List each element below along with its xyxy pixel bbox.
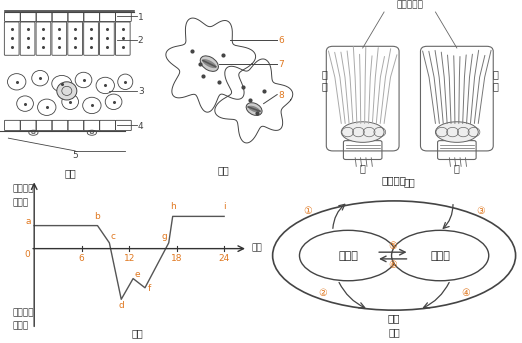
- Text: 4: 4: [138, 122, 144, 131]
- Text: 24: 24: [219, 254, 230, 263]
- Text: 释放量: 释放量: [12, 198, 28, 207]
- Ellipse shape: [246, 103, 262, 116]
- Ellipse shape: [248, 106, 260, 113]
- Text: 6: 6: [79, 254, 85, 263]
- Text: 透明塑料袋: 透明塑料袋: [396, 0, 423, 9]
- Ellipse shape: [300, 230, 397, 281]
- Text: 1: 1: [138, 13, 144, 22]
- Text: 7: 7: [279, 60, 284, 69]
- Text: 蒜: 蒜: [492, 69, 499, 79]
- Text: 二氧化碳: 二氧化碳: [12, 184, 33, 193]
- Text: 二氧化碳: 二氧化碳: [382, 175, 407, 185]
- Text: 二氧化碳: 二氧化碳: [12, 308, 33, 317]
- Text: 氧气: 氧气: [388, 313, 400, 323]
- Text: 乙: 乙: [454, 164, 460, 174]
- Text: ⑤: ⑤: [388, 241, 397, 251]
- Text: f: f: [148, 284, 151, 293]
- Text: 12: 12: [124, 254, 135, 263]
- Ellipse shape: [341, 122, 384, 142]
- Text: h: h: [170, 202, 175, 212]
- Text: 18: 18: [171, 254, 182, 263]
- Text: 3: 3: [138, 87, 144, 96]
- Text: ④: ④: [461, 288, 470, 298]
- Text: 5: 5: [72, 151, 78, 160]
- Ellipse shape: [435, 122, 478, 142]
- Text: d: d: [118, 301, 124, 310]
- Ellipse shape: [200, 56, 218, 71]
- Ellipse shape: [90, 132, 93, 134]
- Text: 图三: 图三: [404, 177, 416, 187]
- Text: ①: ①: [303, 205, 312, 215]
- Text: i: i: [223, 202, 226, 212]
- Text: a: a: [26, 217, 31, 226]
- Text: g: g: [161, 232, 167, 241]
- Text: ③: ③: [477, 205, 485, 215]
- Text: c: c: [111, 232, 116, 241]
- Ellipse shape: [32, 132, 35, 134]
- Ellipse shape: [202, 59, 217, 68]
- Text: 时间: 时间: [252, 243, 263, 252]
- Text: 图五: 图五: [388, 327, 400, 338]
- Text: e: e: [135, 270, 140, 279]
- Text: 叶绿体: 叶绿体: [338, 250, 358, 261]
- Text: 6: 6: [279, 36, 284, 45]
- Text: 蒜: 蒜: [321, 69, 327, 79]
- Text: 8: 8: [279, 91, 284, 100]
- Ellipse shape: [392, 230, 489, 281]
- Text: 图一: 图一: [64, 168, 76, 178]
- Text: 图二: 图二: [217, 165, 229, 175]
- Text: 黄: 黄: [321, 81, 327, 91]
- Text: b: b: [94, 212, 100, 221]
- Text: 甲: 甲: [360, 164, 365, 174]
- Ellipse shape: [57, 82, 77, 100]
- Text: 吸收量: 吸收量: [12, 321, 28, 330]
- Text: 图四: 图四: [131, 328, 143, 338]
- Text: ⑥: ⑥: [388, 260, 397, 270]
- Text: 线粒体: 线粒体: [430, 250, 450, 261]
- Text: 0: 0: [24, 250, 30, 259]
- Text: 苗: 苗: [492, 81, 499, 91]
- Text: 2: 2: [138, 36, 144, 45]
- Text: ②: ②: [318, 288, 327, 298]
